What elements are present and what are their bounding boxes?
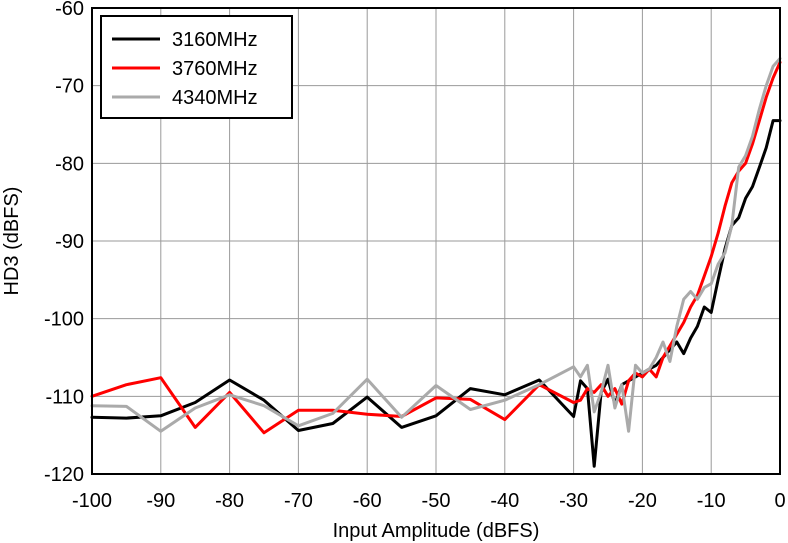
x-tick-label: 0 — [774, 490, 785, 512]
tick-labels: -100 -90 -80 -70 -60 -50 -40 -30 -20 -10 0-60-70-8… — [44, 0, 786, 512]
x-tick-label: -10 — [697, 490, 726, 512]
y-tick-label: -60 — [55, 0, 84, 20]
y-tick-label: -110 — [45, 386, 84, 408]
legend-label: 3160MHz — [172, 29, 258, 51]
x-tick-label: -80 — [215, 490, 244, 512]
plot-frame — [91, 7, 781, 475]
x-tick-label: -30 — [559, 490, 588, 512]
x-tick-label: -20 — [628, 490, 657, 512]
legend-label: 4340MHz — [172, 87, 258, 109]
x-tick-label: -70 — [284, 490, 313, 512]
series-line-3760MHz — [90, 60, 782, 435]
x-tick-label: -40 — [490, 490, 519, 512]
y-tick-label: -120 — [44, 464, 84, 486]
x-tick-label: -50 — [422, 490, 451, 512]
y-tick-label: -100 — [44, 309, 84, 331]
legend-label: 3760MHz — [172, 58, 258, 80]
y-axis-title: HD3 (dBFS) — [1, 187, 23, 296]
series-lines — [90, 57, 782, 468]
y-tick-label: -70 — [55, 76, 84, 98]
y-tick-label: -90 — [55, 231, 84, 253]
x-tick-label: -60 — [353, 490, 382, 512]
x-tick-label: -100 — [72, 490, 112, 512]
x-axis-title: Input Amplitude (dBFS) — [333, 520, 540, 542]
legend: 3160MHz 3760MHz 4340MHz — [100, 15, 293, 119]
series-line-4340MHz — [90, 57, 782, 433]
y-tick-label: -80 — [55, 153, 84, 175]
x-tick-label: -90 — [146, 490, 175, 512]
